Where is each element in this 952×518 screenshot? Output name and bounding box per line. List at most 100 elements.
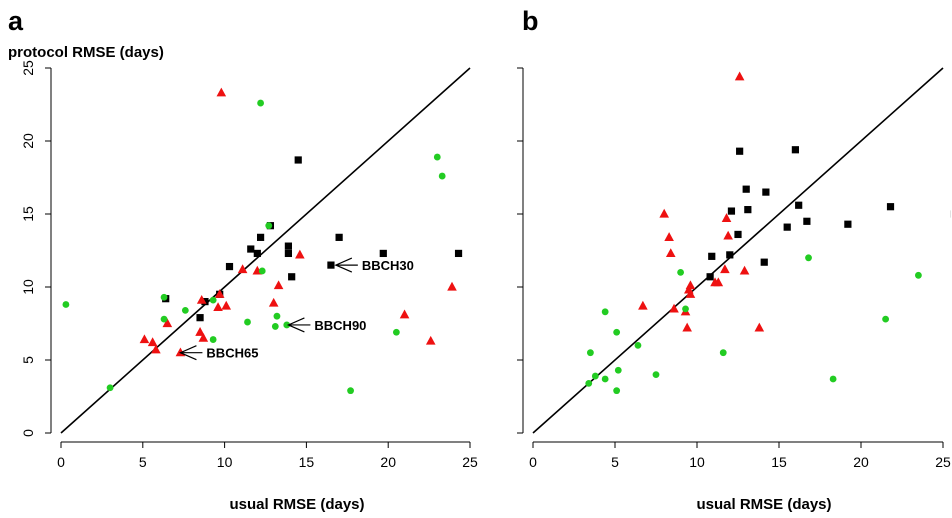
- panel-b-letter: b: [522, 6, 539, 36]
- panel-a-circle-point: [181, 306, 189, 314]
- panel-a-square-point: [253, 249, 261, 258]
- panel-a-arrow-head: [334, 257, 353, 273]
- panel-b-square-point: [736, 147, 744, 155]
- panel-b-triangle-point: [669, 303, 679, 313]
- panel-b-x-tick-label: 20: [853, 454, 869, 470]
- panel-a-circle-point: [283, 321, 291, 329]
- panel-b-circle-point: [652, 371, 660, 378]
- panel-a-circle-point: [62, 301, 70, 308]
- panel-a-triangle-point: [273, 280, 284, 290]
- panel-b-circle-point: [915, 271, 922, 279]
- panel-b-x-tick-label: 5: [611, 454, 619, 470]
- panel-a-triangle-point: [162, 318, 173, 328]
- panel-b-circle-point: [677, 269, 684, 276]
- panel-a: a protocol RMSE (days) usual RMSE (days)…: [8, 6, 478, 513]
- panel-a-x-tick-label: 15: [299, 454, 315, 470]
- panel-a-square-point: [327, 261, 335, 269]
- panel-b-square-point: [783, 223, 791, 231]
- panel-b-triangle-point: [685, 280, 696, 290]
- panel-b-square-point: [762, 188, 770, 196]
- panel-a-y-tick-label: 25: [20, 60, 36, 76]
- panel-b-square-point: [708, 252, 716, 260]
- panel-a-triangle-point: [151, 344, 161, 354]
- panel-b-circle-point: [613, 328, 621, 336]
- panel-a-square-point: [294, 156, 302, 164]
- panel-a-x-tick-label: 0: [57, 454, 65, 470]
- panel-b-square-point: [742, 185, 750, 193]
- panel-b-square-point: [795, 201, 803, 209]
- panel-a-circle-point: [392, 328, 400, 336]
- panel-b-triangle-point: [754, 322, 765, 332]
- panel-b-square-point: [726, 251, 734, 259]
- panel-a-arrow-head: [286, 317, 305, 333]
- panel-a-circle-point: [265, 222, 273, 230]
- panel-b-triangle-point: [665, 248, 676, 258]
- panel-a-circle-point: [160, 315, 168, 323]
- panel-a-annotation-label: BBCH90: [314, 318, 366, 333]
- panel-b-triangle-point: [723, 230, 733, 240]
- panel-a-y-tick-label: 15: [20, 206, 36, 222]
- panel-a-y-tick-label: 10: [20, 279, 36, 295]
- panel-b-plot: 0 5 10 15 20 25: [517, 67, 951, 470]
- panel-b-circle-point: [719, 349, 727, 357]
- panel-b-triangle-point: [659, 208, 669, 218]
- panel-b: b usual RMSE (days) 0 5 10 15 20 25: [517, 6, 951, 513]
- panel-a-letter: a: [8, 6, 24, 36]
- panel-b-x-tick-label: 10: [689, 454, 705, 470]
- panel-a-annotation-arrow: [178, 345, 203, 361]
- panel-b-circle-point: [601, 375, 609, 383]
- panel-a-points: [62, 87, 463, 395]
- panel-a-square-point: [247, 245, 255, 253]
- panel-a-square-point: [256, 233, 265, 241]
- panel-a-triangle-point: [147, 337, 158, 347]
- panel-a-annotation-arrow: [286, 317, 311, 333]
- panel-a-triangle-point: [295, 249, 305, 259]
- panel-a-triangle-point: [268, 297, 279, 307]
- panel-a-triangle-point: [221, 300, 232, 310]
- panel-a-square-point: [284, 242, 293, 250]
- panel-a-x-tick-label: 5: [139, 454, 147, 470]
- panel-a-circle-point: [106, 384, 114, 392]
- panel-b-x-tick-label: 15: [771, 454, 787, 470]
- panel-b-x-tick-label: 0: [529, 454, 537, 470]
- panel-a-y-tick-label: 5: [20, 356, 36, 364]
- panel-b-square-point: [706, 273, 714, 281]
- panel-a-x-tick-label: 20: [380, 454, 396, 470]
- panel-a-plot: 0 5 10 15 20 25 0 5 10 15 20 25 BBCH30 BBCH90 BBCH65: [20, 60, 478, 470]
- panel-a-square-point: [284, 249, 293, 258]
- panel-b-circle-point: [613, 387, 621, 395]
- panel-a-x-axis-title: usual RMSE (days): [229, 496, 364, 513]
- panel-a-triangle-point: [447, 281, 457, 291]
- panel-a-triangle-point: [237, 264, 248, 274]
- panel-a-triangle-point: [175, 347, 186, 357]
- panel-a-triangle-point: [214, 289, 225, 298]
- panel-a-x-tick-label: 10: [217, 454, 233, 470]
- panel-b-square-point: [950, 210, 951, 218]
- panel-b-circle-point: [829, 375, 837, 383]
- panel-a-triangle-point: [139, 334, 150, 344]
- panel-a-circle-point: [273, 312, 281, 320]
- panel-b-square-point: [760, 258, 768, 266]
- panel-a-annotation-arrow: [334, 257, 358, 273]
- panel-a-triangle-point: [399, 309, 410, 319]
- panel-b-x-axis-title: usual RMSE (days): [696, 496, 831, 513]
- panel-a-annotation-label: BBCH65: [206, 346, 258, 361]
- panel-b-triangle-point: [682, 322, 692, 332]
- panel-a-square-point: [225, 262, 234, 271]
- panel-a-circle-point: [257, 99, 264, 107]
- panel-b-triangle-point: [638, 300, 648, 310]
- panel-a-one-to-one-line: [60, 67, 471, 434]
- panel-b-triangle-point: [713, 277, 724, 287]
- panel-a-circle-point: [438, 172, 446, 180]
- panel-a-square-point: [196, 314, 204, 322]
- panel-b-square-point: [791, 146, 799, 154]
- panel-b-square-point: [886, 203, 895, 211]
- panel-b-circle-point: [614, 366, 622, 374]
- panel-a-square-point: [379, 249, 387, 258]
- panel-b-square-point: [734, 230, 742, 239]
- panel-b-circle-point: [585, 379, 593, 387]
- panel-a-circle-point: [244, 318, 251, 326]
- panel-a-annotation-label: BBCH30: [362, 258, 414, 273]
- panel-a-triangle-point: [195, 327, 205, 336]
- panel-a-circle-point: [160, 293, 168, 301]
